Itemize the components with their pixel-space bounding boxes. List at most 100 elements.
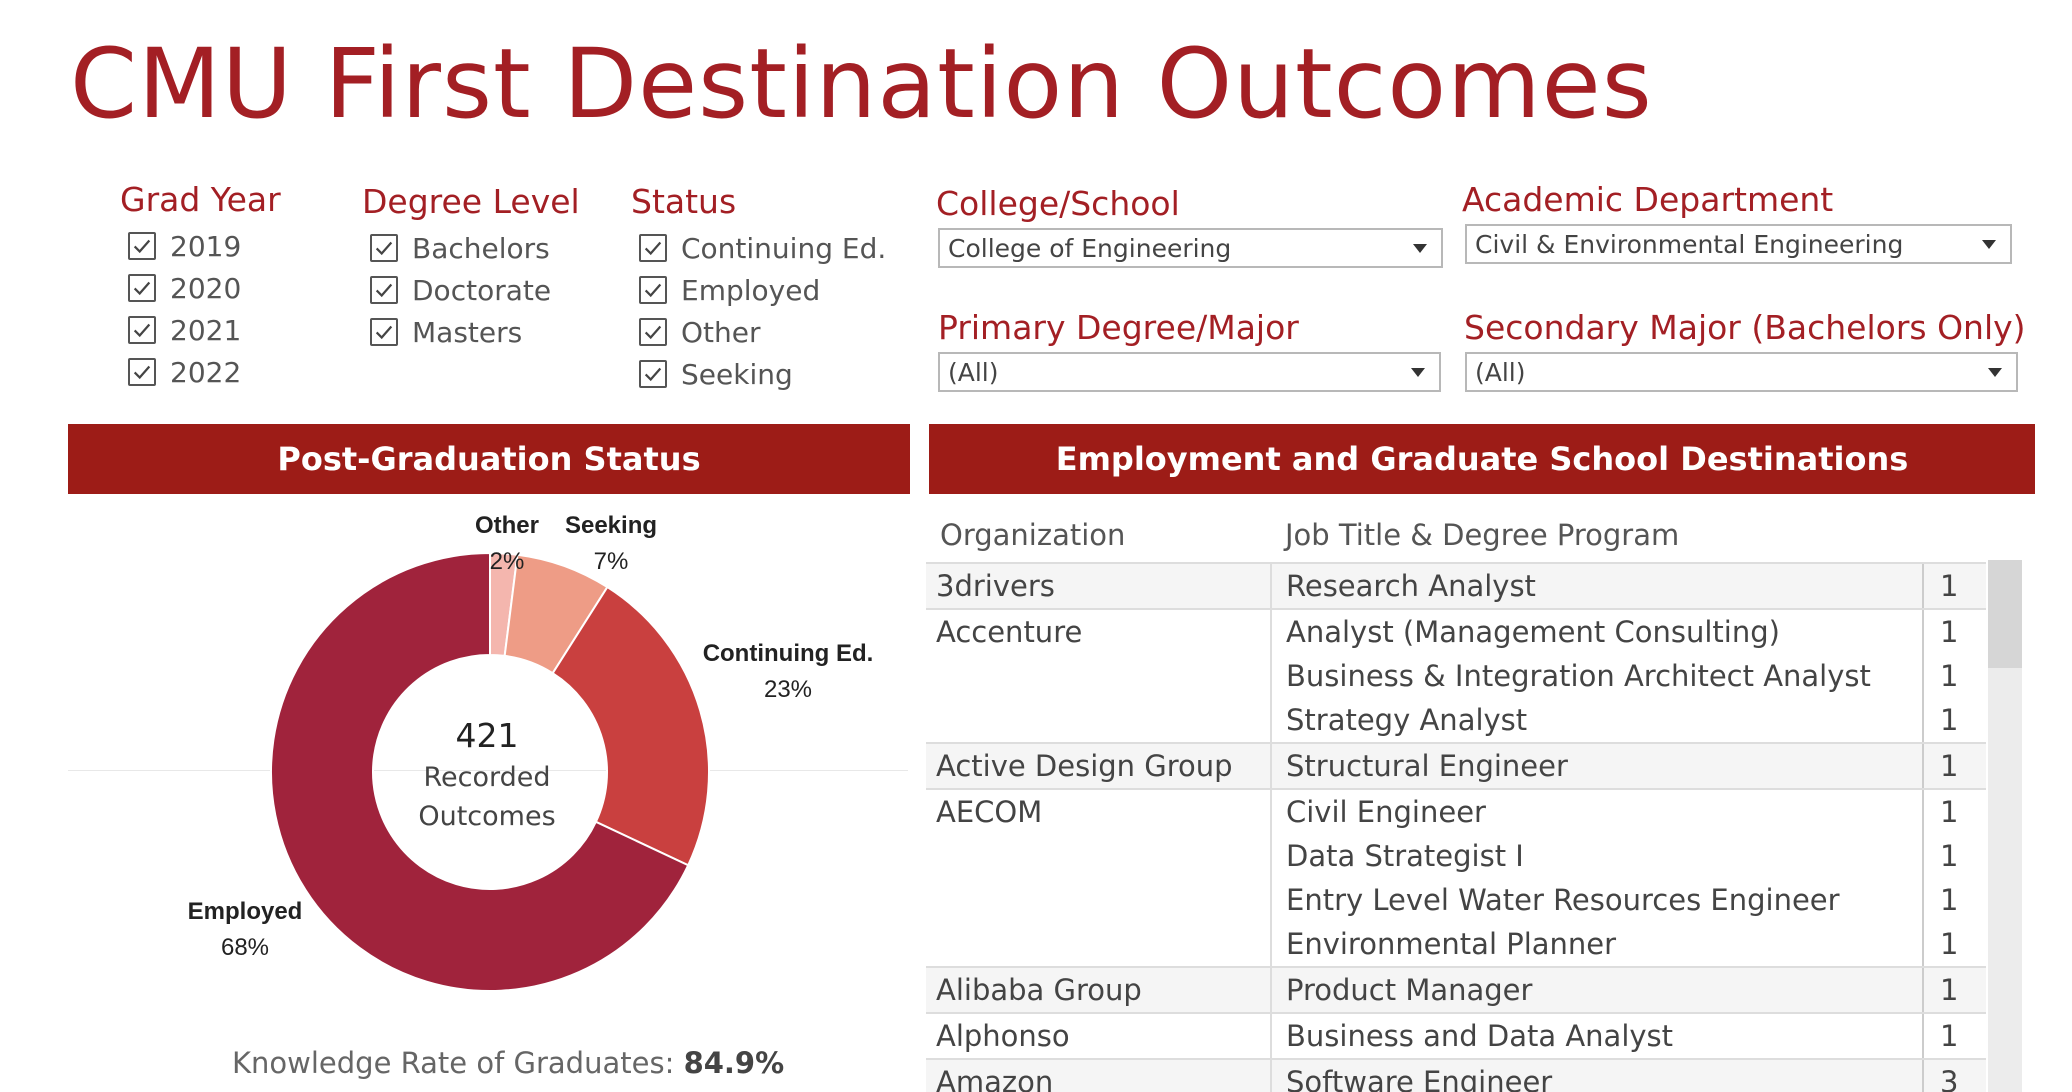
- job-row[interactable]: Business and Data Analyst 1: [1270, 1014, 1986, 1058]
- table-row[interactable]: Alibaba Group Product Manager 1: [926, 966, 1986, 1012]
- column-header-organization[interactable]: Organization: [940, 518, 1126, 552]
- check-icon[interactable]: [370, 234, 398, 262]
- job-row[interactable]: Research Analyst 1: [1270, 564, 1986, 608]
- filter-option-label: 2021: [170, 313, 242, 347]
- job-list: Product Manager 1: [1270, 968, 1986, 1012]
- job-count-cell: 1: [1922, 922, 1986, 966]
- donut-center: 421 Recorded Outcomes: [392, 714, 582, 836]
- filter-option-2019[interactable]: 2019: [128, 225, 281, 267]
- filter-option-continuing-ed[interactable]: Continuing Ed.: [639, 227, 886, 269]
- job-list: Research Analyst 1: [1270, 564, 1986, 608]
- job-count-cell: 1: [1922, 834, 1986, 878]
- organization-cell: 3drivers: [936, 569, 1055, 603]
- table-row[interactable]: Active Design Group Structural Engineer 1: [926, 742, 1986, 788]
- job-row[interactable]: Structural Engineer 1: [1270, 744, 1986, 788]
- filter-option-label: Bachelors: [412, 231, 550, 265]
- slice-label-continuing: Continuing Ed. 23%: [698, 636, 878, 708]
- filter-option-employed[interactable]: Employed: [639, 269, 886, 311]
- slice-label-other: Other 2%: [462, 508, 552, 580]
- organization-cell: AECOM: [936, 795, 1043, 829]
- chevron-down-icon: [1411, 367, 1425, 377]
- knowledge-rate-label: Knowledge Rate of Graduates:: [232, 1046, 675, 1080]
- job-list: Analyst (Management Consulting) 1 Business…: [1270, 610, 1986, 742]
- job-list: Civil Engineer 1 Data Strategist I 1 Entry L…: [1270, 790, 1986, 966]
- job-title-cell: Analyst (Management Consulting): [1270, 610, 1922, 654]
- check-icon[interactable]: [128, 358, 156, 386]
- filter-option-2020[interactable]: 2020: [128, 267, 281, 309]
- table-row[interactable]: Amazon Software Engineer 3: [926, 1058, 1986, 1092]
- degree-level-filter: Degree Level Bachelors Doctorate Masters: [362, 182, 580, 353]
- slice-label-employed: Employed 68%: [180, 894, 310, 966]
- primary-major-dropdown[interactable]: (All): [938, 352, 1441, 392]
- grad-year-filter: Grad Year 2019 2020 2021 2022: [120, 180, 281, 393]
- knowledge-rate-value: 84.9%: [683, 1046, 785, 1080]
- chevron-down-icon: [1988, 367, 2002, 377]
- job-list: Business and Data Analyst 1: [1270, 1014, 1986, 1058]
- department-dropdown[interactable]: Civil & Environmental Engineering: [1465, 224, 2012, 264]
- job-row[interactable]: Entry Level Water Resources Engineer 1: [1270, 878, 1986, 922]
- table-row[interactable]: AECOM Civil Engineer 1 Data Strategist I 1 En…: [926, 788, 1986, 966]
- slice-label-seeking: Seeking 7%: [556, 508, 666, 580]
- check-icon[interactable]: [128, 232, 156, 260]
- page-title: CMU First Destination Outcomes: [70, 28, 1653, 140]
- job-count-cell: 1: [1922, 654, 1986, 698]
- grad-year-label: Grad Year: [120, 180, 281, 219]
- check-icon[interactable]: [639, 234, 667, 262]
- table-scrollbar[interactable]: [1988, 560, 2022, 1092]
- column-header-job-title[interactable]: Job Title & Degree Program: [1285, 518, 1680, 552]
- degree-level-label: Degree Level: [362, 182, 580, 221]
- job-row[interactable]: Business & Integration Architect Analyst…: [1270, 654, 1986, 698]
- filter-option-label: 2019: [170, 229, 242, 263]
- table-row[interactable]: Alphonso Business and Data Analyst 1: [926, 1012, 1986, 1058]
- check-icon[interactable]: [370, 276, 398, 304]
- status-filter: Status Continuing Ed. Employed Other Seekin…: [631, 182, 886, 395]
- filter-option-masters[interactable]: Masters: [370, 311, 580, 353]
- check-icon[interactable]: [128, 274, 156, 302]
- outcome-label-line2: Outcomes: [418, 801, 556, 832]
- filter-option-label: Other: [681, 315, 761, 349]
- filter-option-doctorate[interactable]: Doctorate: [370, 269, 580, 311]
- job-row[interactable]: Product Manager 1: [1270, 968, 1986, 1012]
- job-row[interactable]: Analyst (Management Consulting) 1: [1270, 610, 1986, 654]
- filter-option-bachelors[interactable]: Bachelors: [370, 227, 580, 269]
- filter-option-2021[interactable]: 2021: [128, 309, 281, 351]
- job-row[interactable]: Civil Engineer 1: [1270, 790, 1986, 834]
- check-icon[interactable]: [370, 318, 398, 346]
- job-title-cell: Research Analyst: [1270, 564, 1922, 608]
- check-icon[interactable]: [128, 316, 156, 344]
- job-count-cell: 1: [1922, 564, 1986, 608]
- check-icon[interactable]: [639, 318, 667, 346]
- knowledge-rate: Knowledge Rate of Graduates: 84.9%: [232, 1046, 784, 1080]
- job-title-cell: Business and Data Analyst: [1270, 1014, 1922, 1058]
- table-row[interactable]: 3drivers Research Analyst 1: [926, 562, 1986, 608]
- job-list: Structural Engineer 1: [1270, 744, 1986, 788]
- primary-major-label: Primary Degree/Major: [938, 308, 1299, 347]
- check-icon[interactable]: [639, 360, 667, 388]
- slice-name-other: Other: [474, 512, 539, 539]
- organization-cell: Alphonso: [936, 1019, 1070, 1053]
- destinations-panel-header: Employment and Graduate School Destinati…: [929, 424, 2035, 494]
- job-count-cell: 1: [1922, 1014, 1986, 1058]
- job-title-cell: Data Strategist I: [1270, 834, 1922, 878]
- filter-option-other[interactable]: Other: [639, 311, 886, 353]
- table-scrollbar-thumb[interactable]: [1988, 560, 2022, 668]
- job-row[interactable]: Strategy Analyst 1: [1270, 698, 1986, 742]
- college-value: College of Engineering: [948, 233, 1232, 263]
- secondary-major-dropdown[interactable]: (All): [1465, 352, 2018, 392]
- job-row[interactable]: Environmental Planner 1: [1270, 922, 1986, 966]
- filter-option-label: 2020: [170, 271, 242, 305]
- table-row[interactable]: Accenture Analyst (Management Consulting)…: [926, 608, 1986, 742]
- filter-option-seeking[interactable]: Seeking: [639, 353, 886, 395]
- filter-option-2022[interactable]: 2022: [128, 351, 281, 393]
- job-row[interactable]: Software Engineer 3: [1270, 1060, 1986, 1092]
- filter-option-label: 2022: [170, 355, 242, 389]
- job-count-cell: 3: [1922, 1060, 1986, 1092]
- filter-option-label: Employed: [681, 273, 821, 307]
- job-count-cell: 1: [1922, 610, 1986, 654]
- job-title-cell: Structural Engineer: [1270, 744, 1922, 788]
- check-icon[interactable]: [639, 276, 667, 304]
- slice-value-employed: 68%: [220, 934, 270, 961]
- college-dropdown[interactable]: College of Engineering: [938, 228, 1443, 268]
- job-title-cell: Environmental Planner: [1270, 922, 1922, 966]
